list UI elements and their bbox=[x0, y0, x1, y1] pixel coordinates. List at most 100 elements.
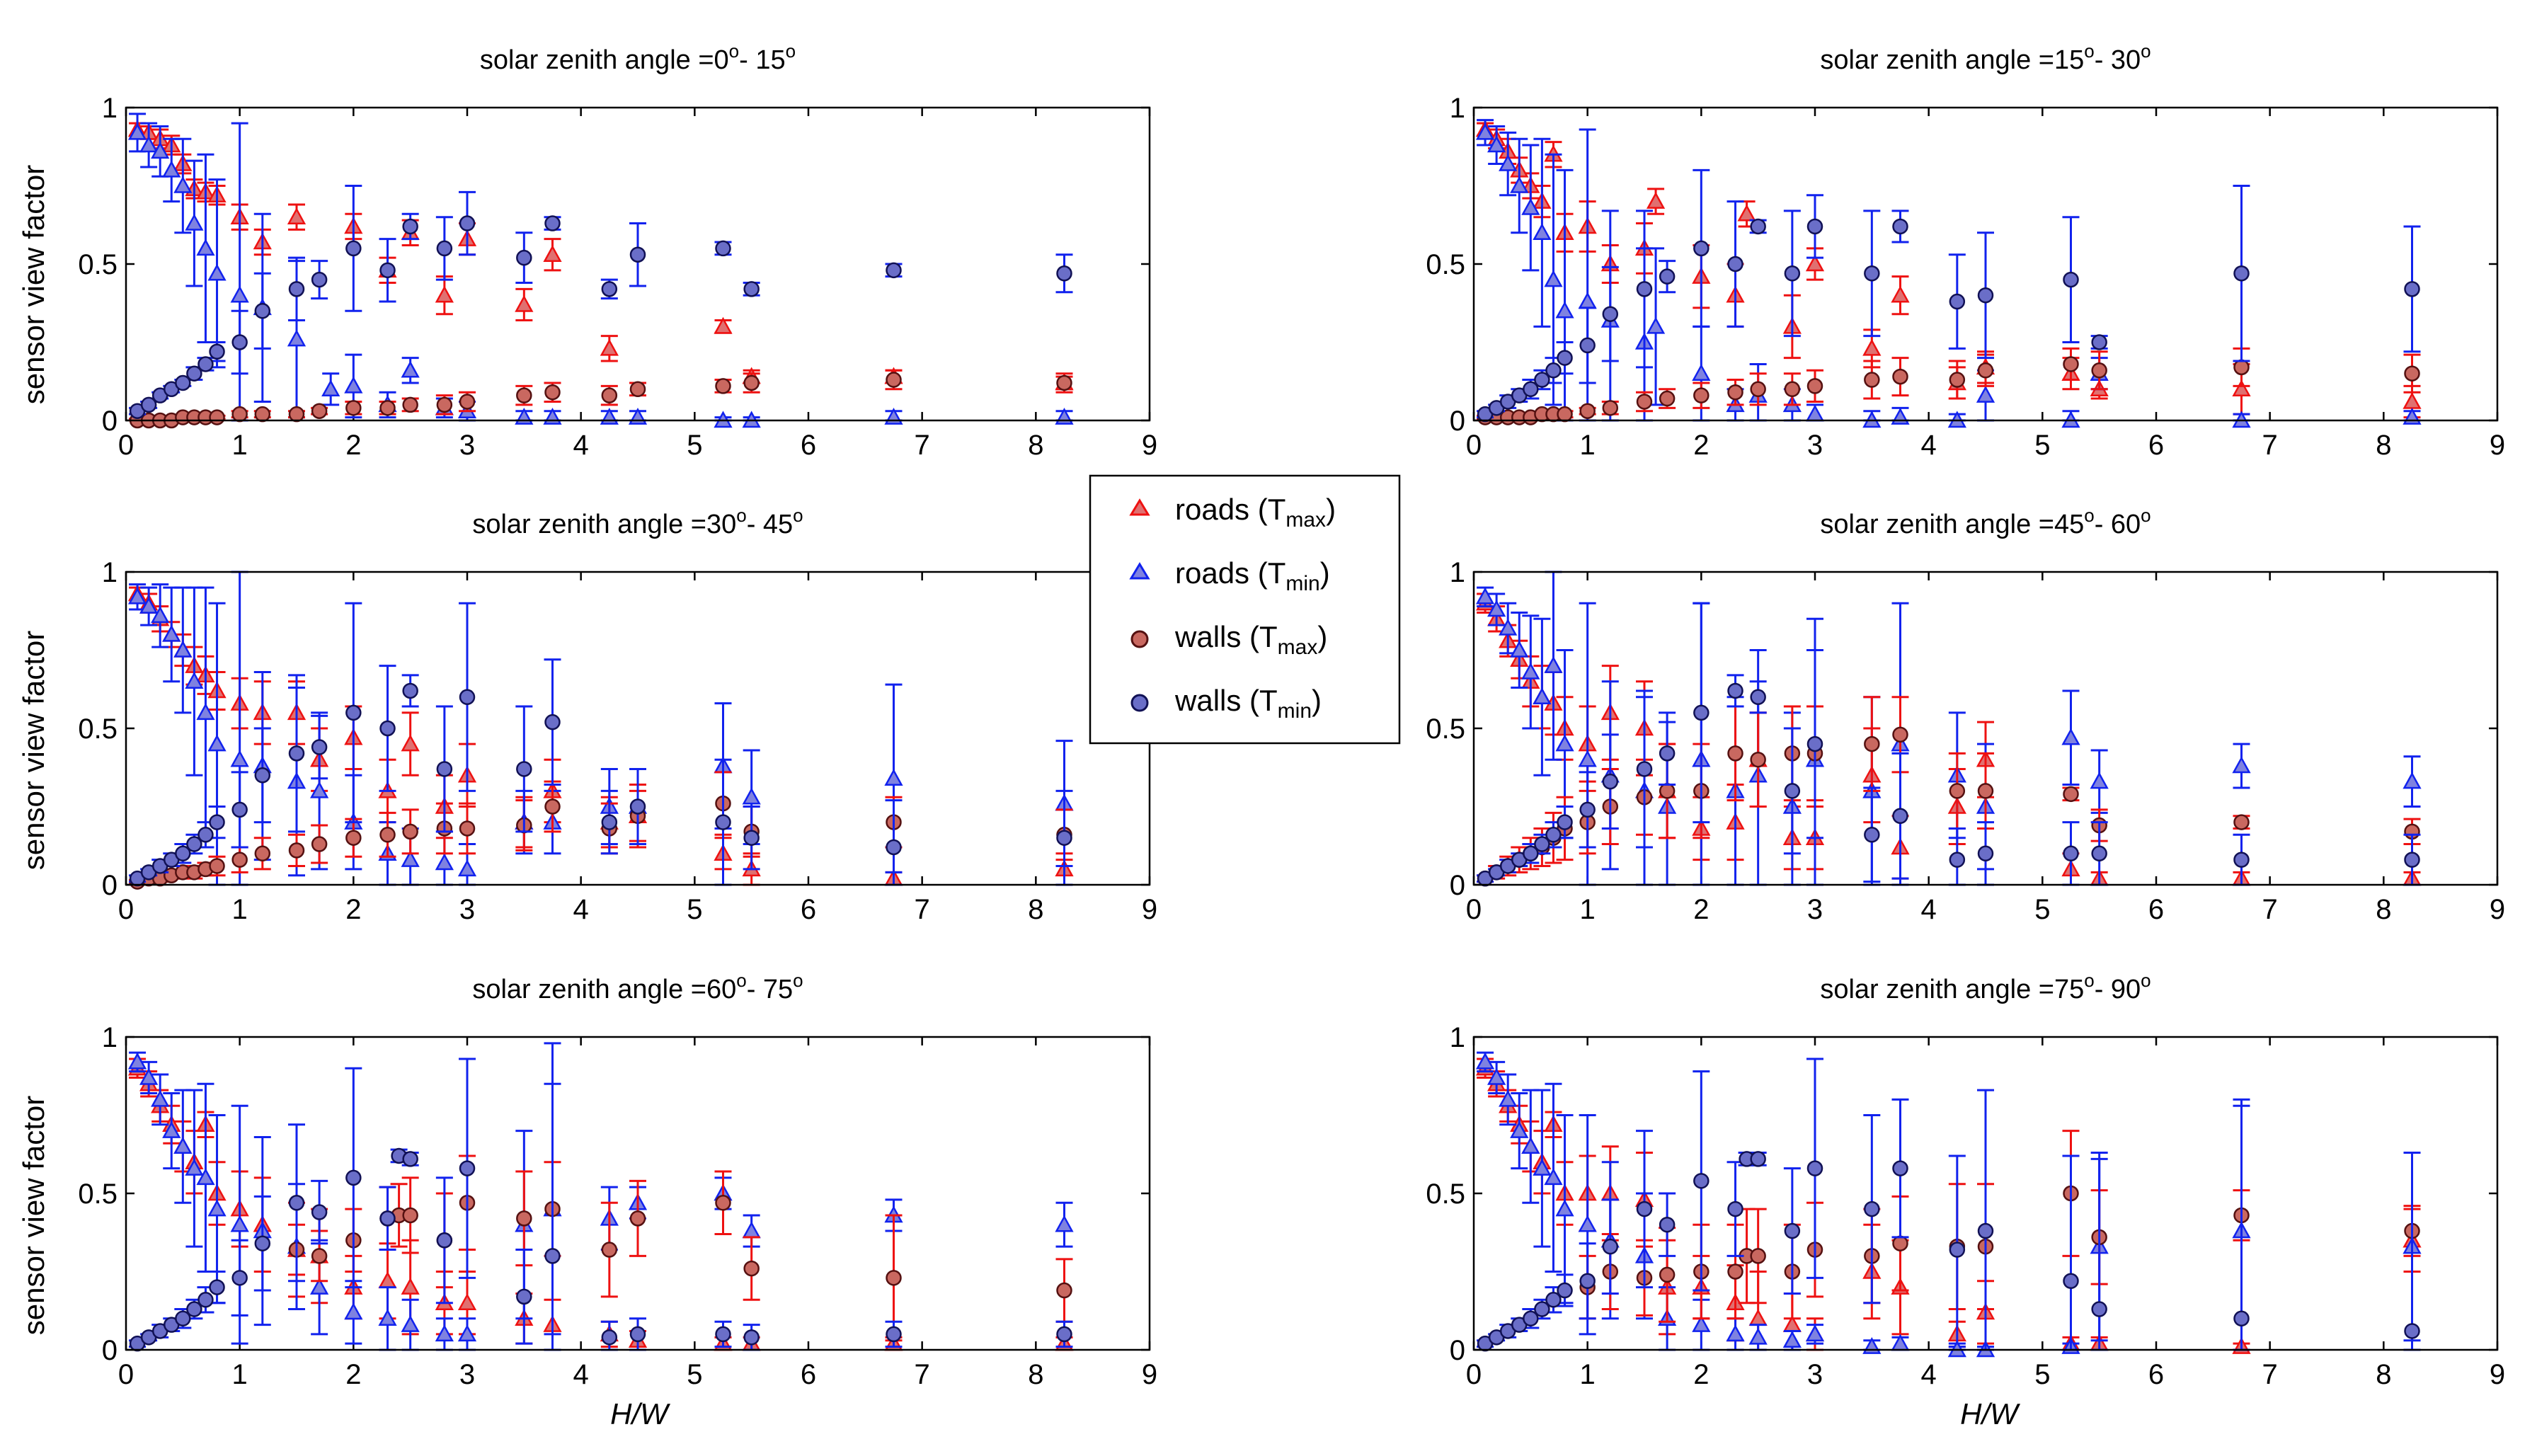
data-point-triangle bbox=[310, 1278, 329, 1295]
x-tick-label: 0 bbox=[1466, 430, 1482, 461]
legend-marker-blue-triangle bbox=[1129, 562, 1150, 580]
data-point-circle bbox=[601, 1242, 618, 1258]
data-point-circle bbox=[1659, 783, 1676, 799]
data-point-circle bbox=[459, 689, 476, 706]
data-point-triangle bbox=[2061, 728, 2080, 745]
axes-frame bbox=[1472, 106, 2499, 422]
data-point-circle bbox=[1659, 1266, 1676, 1283]
y-tick-label: 0.5 bbox=[78, 249, 118, 280]
data-point-circle bbox=[1557, 1282, 1573, 1299]
data-point-triangle bbox=[2403, 772, 2422, 789]
data-point-triangle bbox=[321, 379, 340, 397]
data-point-circle bbox=[1545, 1292, 1562, 1308]
data-point-circle bbox=[1977, 783, 1994, 799]
panel-sza-15-30: solar zenith angle =15o- 30o 0 1 2 3 4 5 6 7 8 9 0 0… bbox=[1426, 40, 2505, 461]
x-tick-label: 4 bbox=[573, 894, 589, 925]
x-tick-label: 9 bbox=[2490, 1359, 2505, 1390]
x-tick-label: 5 bbox=[2034, 894, 2050, 925]
data-point-circle bbox=[1523, 381, 1539, 398]
data-point-triangle bbox=[2090, 772, 2109, 789]
data-point-triangle bbox=[1726, 1324, 1745, 1342]
x-tick-label: 0 bbox=[118, 1359, 134, 1390]
data-point-triangle bbox=[1521, 197, 1540, 215]
data-point-circle bbox=[1750, 381, 1766, 398]
data-point-circle bbox=[1557, 814, 1573, 830]
data-point-triangle bbox=[230, 1215, 249, 1232]
data-point-circle bbox=[311, 1204, 328, 1220]
svg-text:roads (Tmin): roads (Tmin) bbox=[1175, 556, 1330, 595]
data-point-circle bbox=[1636, 394, 1653, 410]
data-point-triangle bbox=[1533, 223, 1552, 241]
data-point-circle bbox=[1602, 773, 1619, 790]
data-point-circle bbox=[1659, 1216, 1676, 1233]
x-tick-label: 1 bbox=[1580, 894, 1596, 925]
data-point-circle bbox=[402, 396, 418, 413]
data-point-circle bbox=[1602, 1238, 1619, 1255]
data-point-circle bbox=[231, 801, 248, 818]
data-point-circle bbox=[886, 839, 902, 856]
data-point-circle bbox=[516, 761, 532, 777]
data-point-circle bbox=[1523, 1310, 1539, 1327]
x-tick-label: 4 bbox=[573, 430, 589, 461]
data-point-circle bbox=[402, 1207, 418, 1224]
x-tick-label: 1 bbox=[1580, 430, 1596, 461]
data-point-circle bbox=[1545, 362, 1562, 379]
data-point-triangle bbox=[287, 207, 307, 224]
data-point-circle bbox=[2063, 786, 2079, 803]
data-point-triangle bbox=[1487, 600, 1506, 617]
data-point-circle bbox=[1864, 735, 1880, 752]
data-point-triangle bbox=[287, 329, 307, 347]
data-point-circle bbox=[1659, 390, 1676, 407]
data-point-triangle bbox=[344, 376, 363, 394]
svg-text:walls (Tmax): walls (Tmax) bbox=[1174, 620, 1327, 659]
data-point-triangle bbox=[1533, 687, 1552, 705]
data-point-triangle bbox=[1748, 1327, 1768, 1345]
data-point-triangle bbox=[1737, 204, 1756, 222]
data-point-circle bbox=[459, 394, 476, 410]
panel-title: solar zenith angle =75o- 90o bbox=[1820, 970, 2151, 1004]
data-point-triangle bbox=[1475, 587, 1495, 604]
data-point-circle bbox=[516, 387, 532, 403]
data-point-circle bbox=[175, 845, 191, 862]
data-point-triangle bbox=[1578, 1215, 1597, 1232]
data-point-circle bbox=[2091, 334, 2107, 350]
data-point-triangle bbox=[1475, 122, 1495, 140]
data-point-circle bbox=[231, 852, 248, 868]
axes-frame bbox=[125, 106, 1151, 422]
data-point-triangle bbox=[884, 769, 903, 786]
data-point-circle bbox=[345, 830, 362, 846]
data-point-circle bbox=[1784, 783, 1801, 799]
data-point-circle bbox=[1659, 745, 1676, 762]
x-tick-label: 4 bbox=[573, 1359, 589, 1390]
y-tick-label: 0.5 bbox=[1426, 713, 1465, 745]
data-point-circle bbox=[1727, 256, 1743, 273]
x-tick-label: 6 bbox=[2148, 1359, 2164, 1390]
data-point-triangle bbox=[2232, 756, 2251, 774]
x-tick-label: 1 bbox=[232, 894, 248, 925]
x-tick-label: 8 bbox=[2376, 1359, 2391, 1390]
data-point-circle bbox=[516, 249, 532, 266]
data-point-triangle bbox=[139, 597, 159, 614]
data-point-circle bbox=[1056, 374, 1072, 391]
y-tick-label: 1 bbox=[1450, 93, 1465, 124]
x-tick-label: 8 bbox=[2376, 894, 2391, 925]
data-point-circle bbox=[1977, 362, 1994, 379]
data-point-circle bbox=[1579, 801, 1596, 818]
x-tick-label: 9 bbox=[2490, 430, 2505, 461]
x-tick-label: 8 bbox=[1028, 894, 1043, 925]
x-tick-label: 9 bbox=[1142, 894, 1157, 925]
x-tick-label: 5 bbox=[687, 430, 702, 461]
data-point-triangle bbox=[401, 360, 420, 378]
x-tick-label: 8 bbox=[2376, 430, 2391, 461]
data-point-triangle bbox=[714, 316, 733, 334]
y-tick-label: 1 bbox=[102, 93, 118, 124]
data-point-circle bbox=[1693, 240, 1710, 257]
data-point-circle bbox=[1693, 1173, 1710, 1189]
data-point-circle bbox=[1727, 1200, 1743, 1217]
data-point-circle bbox=[288, 745, 305, 762]
data-point-circle bbox=[1892, 808, 1908, 825]
data-point-circle bbox=[516, 1210, 532, 1227]
data-point-triangle bbox=[1544, 1168, 1563, 1186]
y-axis-label: sensor view factor bbox=[17, 1096, 50, 1335]
